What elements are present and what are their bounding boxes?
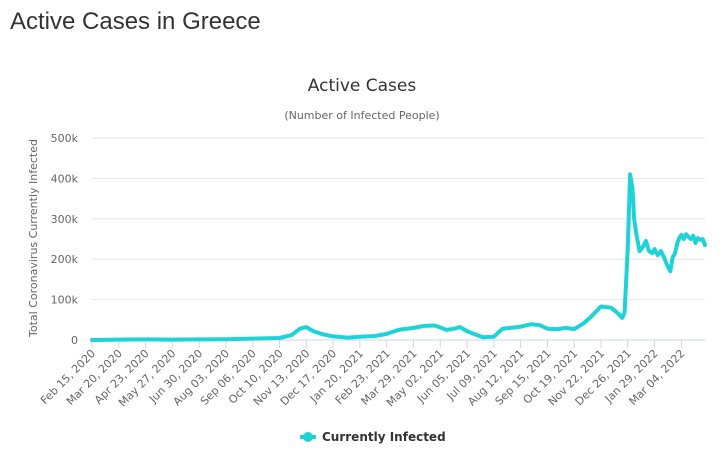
y-tick-label: 100k xyxy=(51,294,79,307)
y-tick-label: 400k xyxy=(51,172,79,185)
chart-subtitle: (Number of Infected People) xyxy=(284,109,439,122)
legend-marker-dot xyxy=(303,432,313,442)
legend[interactable]: Currently Infected xyxy=(300,430,446,444)
series-line-currently-infected xyxy=(90,172,707,342)
y-tick-label: 500k xyxy=(51,132,79,145)
chart-title: Active Cases xyxy=(308,76,417,96)
legend-label-currently-infected[interactable]: Currently Infected xyxy=(322,430,446,444)
page-title: Active Cases in Greece xyxy=(10,8,261,35)
y-tick-label: 0 xyxy=(71,334,78,347)
y-axis-title: Total Coronavirus Currently Infected xyxy=(27,139,40,338)
y-tick-label: 300k xyxy=(51,213,79,226)
y-axis-ticks: 0 100k 200k 300k 400k 500k xyxy=(51,132,79,347)
y-tick-label: 200k xyxy=(51,253,79,266)
